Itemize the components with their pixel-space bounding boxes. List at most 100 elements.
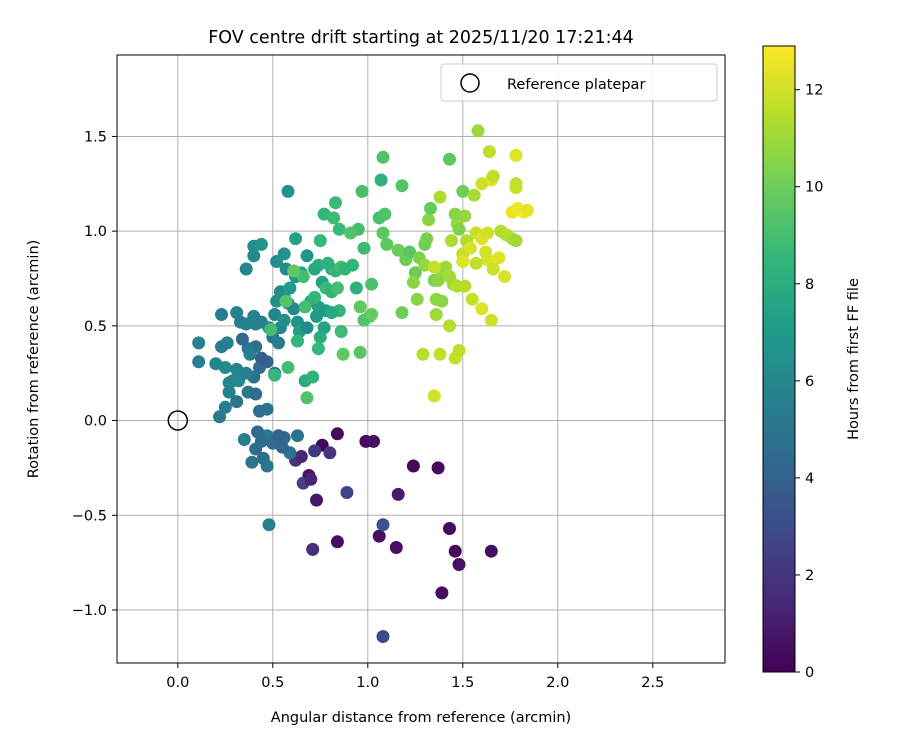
data-point xyxy=(357,241,371,255)
y-axis-ticks: −1.0 −0.5 0.0 0.5 1.0 1.5 xyxy=(72,129,117,619)
data-point xyxy=(395,306,409,320)
data-point xyxy=(429,308,443,321)
data-point xyxy=(254,351,268,365)
data-point xyxy=(313,234,327,248)
data-point xyxy=(406,275,420,289)
data-point xyxy=(254,237,268,251)
data-point xyxy=(239,366,253,380)
y-tick-label: 0.5 xyxy=(84,319,107,335)
data-point xyxy=(520,203,534,217)
chart-title: FOV centre drift starting at 2025/11/20 … xyxy=(208,28,634,48)
data-point xyxy=(435,586,449,600)
data-point xyxy=(484,313,498,327)
data-point xyxy=(376,150,390,164)
colorbar-ticks: 0 2 4 6 8 10 12 xyxy=(795,83,823,681)
y-tick-label: 1.5 xyxy=(84,129,107,145)
data-point xyxy=(380,237,394,251)
data-point xyxy=(243,347,257,361)
x-tick-label: 2.5 xyxy=(641,675,664,691)
y-tick-label: −1.0 xyxy=(72,603,107,619)
x-tick-label: 1.0 xyxy=(356,675,379,691)
data-point xyxy=(334,325,348,338)
data-point xyxy=(298,300,312,314)
data-point xyxy=(279,294,293,308)
data-point xyxy=(448,544,462,558)
data-point xyxy=(327,211,341,225)
data-point xyxy=(275,440,289,454)
x-axis-label: Angular distance from reference (arcmin) xyxy=(271,710,571,726)
data-point xyxy=(365,308,379,321)
data-point xyxy=(218,400,232,414)
data-point xyxy=(213,410,227,424)
data-point xyxy=(300,391,314,405)
data-point xyxy=(300,249,314,263)
data-point xyxy=(391,487,405,501)
legend: Reference platepar xyxy=(440,63,718,102)
data-point xyxy=(264,323,278,337)
data-point xyxy=(431,461,445,475)
data-point xyxy=(291,429,304,443)
data-point xyxy=(294,450,308,463)
data-point xyxy=(336,347,350,361)
data-point xyxy=(420,232,434,246)
data-point xyxy=(365,277,379,291)
data-point xyxy=(492,251,506,265)
data-point xyxy=(323,446,337,460)
data-point xyxy=(443,522,456,535)
data-point xyxy=(277,247,291,261)
data-point xyxy=(330,427,344,441)
data-point xyxy=(469,256,483,270)
data-point xyxy=(486,169,500,183)
data-point xyxy=(353,345,367,359)
data-point xyxy=(465,292,479,306)
data-point xyxy=(376,630,390,643)
data-point xyxy=(427,260,441,274)
data-point xyxy=(456,255,470,268)
data-point xyxy=(509,181,523,195)
data-point xyxy=(353,300,367,314)
data-point xyxy=(332,222,346,236)
y-tick-label: 0.0 xyxy=(84,414,107,430)
data-point xyxy=(340,486,354,499)
data-point xyxy=(268,368,282,382)
data-point xyxy=(427,389,441,403)
colorbar-tick-label: 2 xyxy=(805,568,814,584)
data-point xyxy=(433,190,447,204)
x-tick-label: 2.0 xyxy=(546,675,569,691)
data-point xyxy=(475,302,489,316)
data-point xyxy=(346,258,360,272)
colorbar-tick-label: 4 xyxy=(805,471,814,487)
data-point xyxy=(467,188,481,202)
data-point xyxy=(310,309,323,323)
data-point xyxy=(330,535,344,549)
x-tick-label: 0.5 xyxy=(261,675,284,691)
data-point xyxy=(486,262,500,276)
data-point xyxy=(374,173,388,187)
data-point xyxy=(410,292,424,306)
plot-frame xyxy=(116,54,726,664)
x-tick-label: 1.5 xyxy=(451,675,474,691)
data-point xyxy=(287,264,301,278)
data-point xyxy=(416,347,430,361)
data-point xyxy=(260,459,274,473)
y-tick-label: −0.5 xyxy=(72,508,107,524)
data-point xyxy=(463,241,477,255)
data-point xyxy=(262,518,276,532)
y-tick-label: 1.0 xyxy=(84,224,107,240)
legend-box xyxy=(440,63,718,102)
colorbar-tick-label: 12 xyxy=(805,83,823,99)
x-axis-ticks: 0.0 0.5 1.0 1.5 2.0 2.5 xyxy=(166,663,664,691)
data-point xyxy=(235,332,249,346)
data-point xyxy=(311,342,325,356)
y-axis-label: Rotation from reference (arcmin) xyxy=(26,240,42,479)
data-point xyxy=(192,336,206,350)
legend-marker-icon xyxy=(460,73,480,93)
data-point xyxy=(237,433,251,446)
grid-lines xyxy=(117,55,725,663)
data-point xyxy=(479,245,493,259)
data-point xyxy=(260,402,274,416)
data-point xyxy=(192,355,206,369)
data-point xyxy=(452,222,466,236)
data-point xyxy=(304,472,318,486)
